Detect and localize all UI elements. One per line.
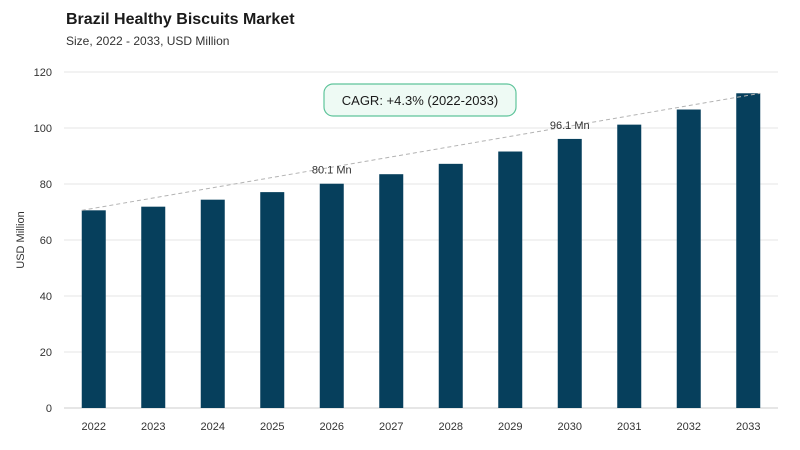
chart-subtitle: Size, 2022 - 2033, USD Million <box>66 34 230 48</box>
x-axis-ticks: 2022 2023 2024 2025 2026 2027 2028 2029 2030 2031… <box>82 421 761 433</box>
data-label: 80.1 Mn <box>312 165 352 177</box>
x-tick-label: 2032 <box>677 421 701 433</box>
y-tick-label: 20 <box>40 347 52 359</box>
trend-line <box>81 92 761 211</box>
cagr-box <box>323 83 517 117</box>
bar-2030 <box>557 138 582 409</box>
bar-2025 <box>260 192 285 408</box>
y-axis-ticks: 0 20 40 60 80 100 120 <box>34 67 52 415</box>
cagr-text: CAGR: +4.3% (2022-2033) <box>342 93 498 108</box>
x-tick-label: 2025 <box>260 421 284 433</box>
bar-2024 <box>200 199 225 408</box>
bar-2027 <box>379 174 404 408</box>
x-tick-label: 2031 <box>617 421 641 433</box>
bar-2031 <box>617 124 642 408</box>
bar-2032 <box>676 109 701 409</box>
bar-2033 <box>736 93 761 408</box>
x-tick-label: 2028 <box>439 421 463 433</box>
bar-2029 <box>498 151 523 408</box>
x-tick-label: 2022 <box>82 421 106 433</box>
bar-2026 <box>319 183 344 408</box>
x-tick-label: 2029 <box>498 421 522 433</box>
x-tick-label: 2033 <box>736 421 760 433</box>
x-tick-label: 2026 <box>320 421 344 433</box>
y-tick-label: 60 <box>40 235 52 247</box>
y-tick-label: 0 <box>46 403 52 415</box>
y-tick-label: 40 <box>40 291 52 303</box>
bars <box>81 93 761 409</box>
data-labels: 80.1 Mn 96.1 Mn <box>312 120 590 177</box>
bar-2022 <box>81 210 106 408</box>
x-tick-label: 2027 <box>379 421 403 433</box>
x-tick-label: 2030 <box>558 421 582 433</box>
bar-2028 <box>438 163 463 408</box>
chart-title: Brazil Healthy Biscuits Market <box>66 11 295 28</box>
x-tick-label: 2024 <box>201 421 225 433</box>
y-tick-label: 80 <box>40 179 52 191</box>
x-tick-label: 2023 <box>141 421 165 433</box>
y-axis-label: USD Million <box>15 211 27 268</box>
gridlines <box>64 71 778 353</box>
bar-2023 <box>141 206 166 408</box>
data-label: 96.1 Mn <box>550 120 590 132</box>
y-tick-label: 120 <box>34 67 52 79</box>
y-tick-label: 100 <box>34 123 52 135</box>
cagr-annotation: CAGR: +4.3% (2022-2033) <box>323 83 517 117</box>
